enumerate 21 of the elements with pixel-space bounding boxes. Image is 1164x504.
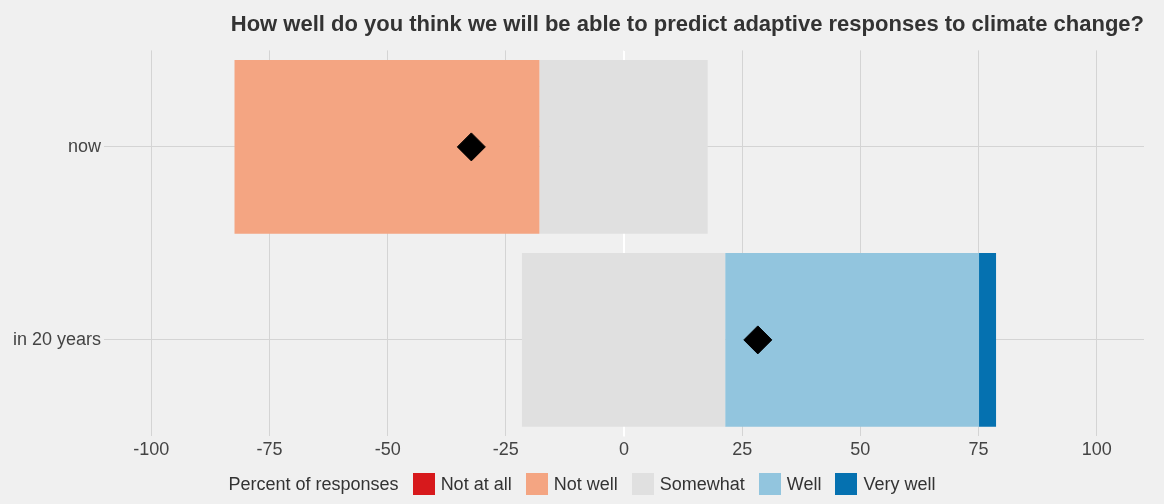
x-tick-label: 100: [1081, 439, 1112, 460]
y-tick-label: in 20 years: [12, 328, 102, 349]
y-tick-label: now: [68, 135, 103, 156]
x-tick-label: 75: [968, 439, 989, 460]
legend-label: Well: [786, 473, 822, 495]
x-tick-label: -50: [374, 439, 401, 460]
x-tick-label: 25: [732, 439, 753, 460]
bar: [979, 253, 997, 427]
x-tick-label: 0: [619, 439, 630, 460]
x-tick-label: -25: [492, 439, 519, 460]
legend-label: Somewhat: [659, 473, 745, 495]
x-tick-label: -100: [133, 439, 170, 460]
legend-title: Percent of responses: [228, 473, 399, 495]
chart-title: How well do you think we will be able to predict adaptive responses to climate change?: [230, 11, 1144, 37]
bar: [725, 253, 980, 427]
legend-label: Very well: [863, 473, 936, 495]
legend-label: Not well: [553, 473, 618, 495]
legend-label: Not at all: [440, 473, 512, 495]
x-tick-label: -75: [256, 439, 283, 460]
bar: [234, 60, 540, 234]
x-tick-label: 50: [850, 439, 871, 460]
